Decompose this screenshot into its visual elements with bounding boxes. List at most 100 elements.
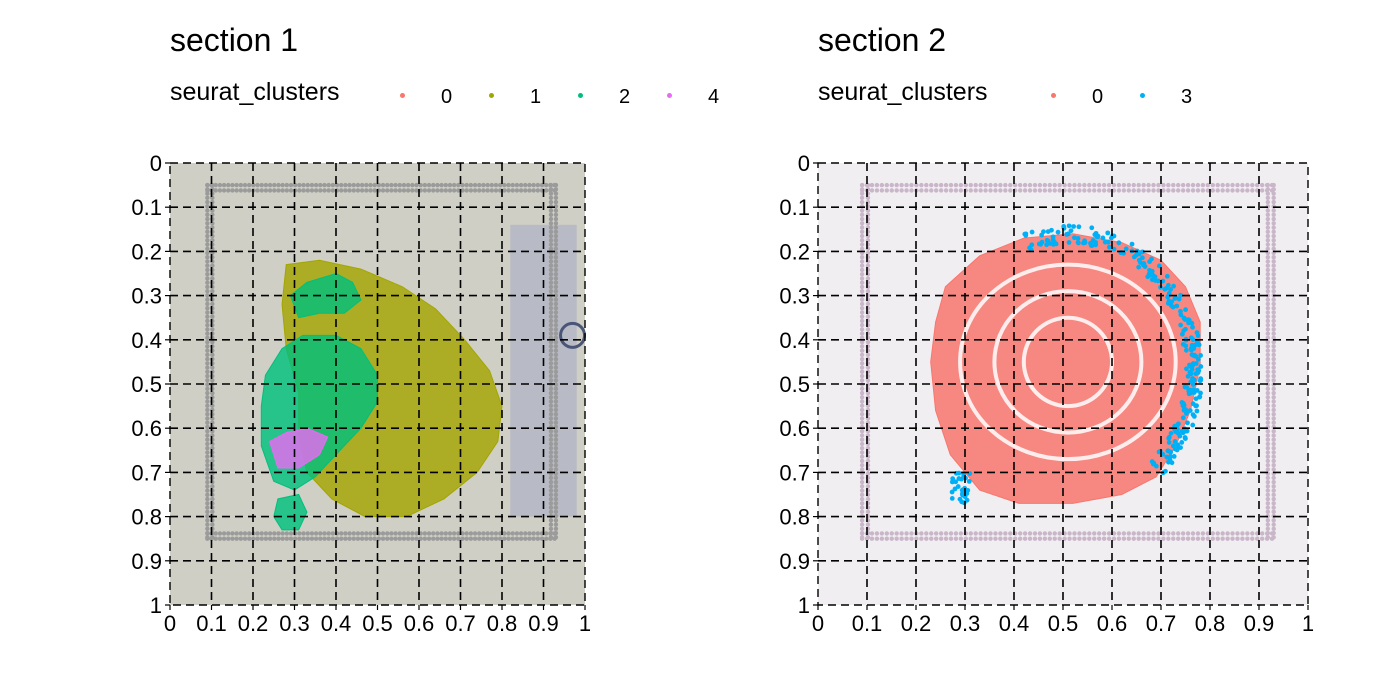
tissue-gap <box>992 289 1144 435</box>
capture-spot <box>548 378 554 383</box>
capture-spot <box>1271 195 1276 201</box>
capture-spot <box>879 536 885 541</box>
capture-spot <box>1265 416 1271 421</box>
capture-spot <box>205 407 210 413</box>
capture-spot <box>468 531 474 536</box>
x-tick-label: 0.4 <box>321 611 352 636</box>
capture-spot <box>1151 536 1156 541</box>
capture-spot <box>553 246 559 251</box>
capture-spot <box>553 272 559 277</box>
capture-spot <box>1215 188 1220 193</box>
capture-spot <box>859 369 865 375</box>
capture-spot <box>865 288 871 294</box>
capture-spot <box>1101 531 1107 536</box>
capture-spot <box>1037 536 1043 541</box>
capture-spot <box>889 536 894 541</box>
capture-spot <box>1265 297 1271 302</box>
capture-spot <box>909 188 914 193</box>
capture-spot <box>968 536 973 541</box>
capture-spot <box>1121 531 1127 536</box>
capture-spot <box>553 535 559 540</box>
capture-spot <box>1230 531 1235 536</box>
capture-spot <box>1265 348 1271 353</box>
capture-spot <box>1101 188 1107 193</box>
capture-spot <box>267 182 273 188</box>
capture-spot <box>1185 536 1191 541</box>
x-tick-label: 0.8 <box>1195 611 1226 636</box>
capture-spot <box>1042 188 1048 193</box>
capture-spot <box>210 301 215 307</box>
capture-spot <box>1271 276 1276 281</box>
capture-spot <box>548 182 553 188</box>
capture-spot <box>553 288 559 294</box>
capture-spot <box>301 182 306 188</box>
capture-spot <box>1271 288 1276 294</box>
capture-spot <box>205 233 210 239</box>
capture-spot <box>259 536 264 541</box>
capture-spot <box>1271 356 1276 362</box>
capture-spot <box>322 536 327 541</box>
capture-spot <box>210 263 215 268</box>
capture-spot <box>364 182 369 188</box>
capture-spot <box>874 188 880 193</box>
capture-spot <box>553 437 559 442</box>
capture-spot <box>1271 378 1276 383</box>
capture-spot <box>938 182 944 188</box>
capture-spot <box>514 182 520 188</box>
capture-spot <box>309 536 315 541</box>
capture-spot <box>1200 182 1206 188</box>
y-tick-label: 0.9 <box>779 549 810 574</box>
capture-spot <box>548 195 554 201</box>
capture-spot <box>1271 242 1276 247</box>
cluster-3-spot <box>949 495 955 501</box>
capture-spot <box>1271 412 1276 417</box>
capture-spot <box>1265 454 1271 459</box>
cluster-3-spot <box>1131 254 1137 260</box>
capture-spot <box>1027 531 1033 536</box>
capture-spot <box>205 369 210 375</box>
capture-spot <box>553 441 559 447</box>
capture-spot <box>443 182 448 188</box>
capture-spot <box>1265 352 1271 358</box>
capture-spot <box>205 433 210 438</box>
capture-spot <box>553 259 559 264</box>
capture-spot <box>1265 492 1271 498</box>
grid <box>818 163 1308 605</box>
capture-spot <box>205 378 210 383</box>
capture-spot <box>1264 188 1270 193</box>
capture-spot <box>1271 339 1276 345</box>
capture-spot <box>948 188 954 193</box>
cluster-3-spot <box>1094 234 1100 240</box>
y-tick-label: 0.6 <box>131 416 162 441</box>
capture-spot <box>1265 373 1271 379</box>
capture-spot <box>553 369 559 375</box>
capture-spot <box>879 182 885 188</box>
capture-spot <box>1271 399 1276 404</box>
capture-spot <box>205 267 210 273</box>
capture-spot <box>205 272 210 277</box>
capture-spot <box>1240 536 1245 541</box>
capture-spot <box>548 221 554 226</box>
capture-spot <box>859 352 865 358</box>
capture-spot <box>1271 454 1276 459</box>
capture-spot <box>355 536 361 541</box>
capture-spot <box>978 188 983 193</box>
capture-spot <box>859 518 865 523</box>
capture-spot <box>210 327 215 332</box>
capture-spot <box>489 182 495 188</box>
capture-spot <box>259 531 264 536</box>
capture-spot <box>1230 188 1235 193</box>
cluster-3-spot <box>1178 312 1184 318</box>
capture-spot <box>865 378 871 383</box>
cluster-3-spot <box>952 486 958 492</box>
capture-spot <box>1264 182 1270 188</box>
capture-spot <box>1032 182 1038 188</box>
capture-spot <box>489 536 495 541</box>
cluster-3-spot <box>1179 440 1185 445</box>
capture-spot <box>1271 297 1276 302</box>
capture-spot <box>226 531 231 536</box>
cluster-3-spot <box>1174 422 1180 428</box>
capture-spot <box>393 531 398 536</box>
capture-spot <box>210 352 215 358</box>
capture-spot <box>1141 182 1146 188</box>
